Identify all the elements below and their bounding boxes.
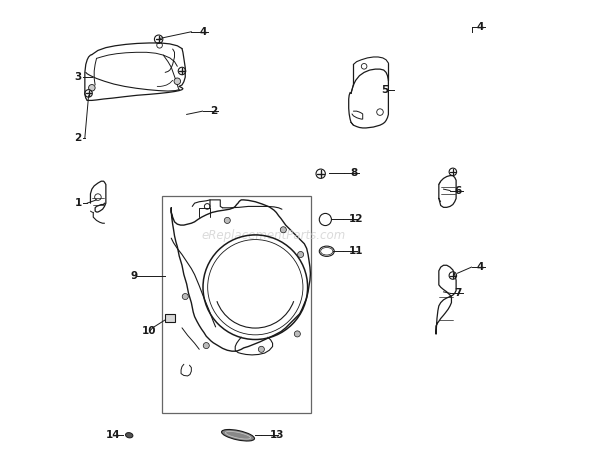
Text: 5: 5 bbox=[381, 85, 389, 95]
Text: 4: 4 bbox=[199, 27, 206, 37]
Circle shape bbox=[182, 294, 188, 300]
Text: 4: 4 bbox=[476, 22, 484, 32]
Circle shape bbox=[203, 342, 209, 348]
Ellipse shape bbox=[222, 430, 254, 441]
Text: 13: 13 bbox=[269, 430, 284, 440]
Text: 7: 7 bbox=[455, 288, 462, 298]
Text: 1: 1 bbox=[74, 198, 82, 208]
Text: 6: 6 bbox=[455, 185, 462, 196]
Circle shape bbox=[224, 217, 230, 223]
Text: 3: 3 bbox=[74, 72, 82, 82]
Ellipse shape bbox=[126, 432, 133, 438]
Text: 9: 9 bbox=[130, 271, 137, 282]
Text: 14: 14 bbox=[106, 430, 120, 440]
Circle shape bbox=[258, 347, 264, 352]
Circle shape bbox=[294, 331, 300, 337]
Circle shape bbox=[174, 78, 181, 85]
Text: 4: 4 bbox=[476, 262, 484, 272]
Text: 11: 11 bbox=[349, 246, 363, 256]
Text: 10: 10 bbox=[142, 325, 156, 336]
Text: 2: 2 bbox=[210, 106, 217, 116]
Text: 8: 8 bbox=[350, 168, 358, 178]
Bar bbox=[162, 196, 312, 413]
Text: 12: 12 bbox=[349, 214, 363, 225]
Circle shape bbox=[280, 226, 286, 233]
Circle shape bbox=[297, 251, 304, 258]
Circle shape bbox=[88, 85, 95, 91]
Text: 2: 2 bbox=[74, 133, 82, 143]
Text: eReplacementParts.com: eReplacementParts.com bbox=[202, 229, 346, 242]
Bar bbox=[165, 314, 175, 322]
